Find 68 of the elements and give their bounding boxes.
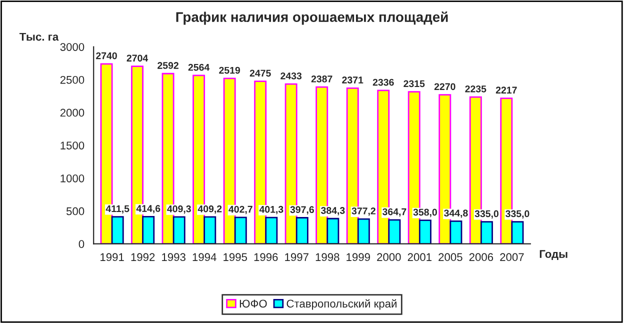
bar [450, 220, 462, 244]
bar [296, 217, 308, 244]
y-tick-label: 2500 [60, 76, 84, 84]
data-label: 397,6 [290, 206, 314, 214]
data-label: 2235 [465, 85, 486, 92]
x-tick-label: 1991 [100, 253, 124, 262]
data-label: 2475 [250, 70, 271, 77]
chart-title: График наличия орошаемых площадей [176, 12, 448, 25]
bar [480, 221, 493, 244]
data-label: 364,7 [382, 208, 406, 217]
x-tick-label: 1997 [285, 253, 308, 262]
data-label: 335,0 [506, 210, 530, 219]
data-label: 2270 [434, 83, 456, 90]
x-tick-label: 1996 [254, 253, 278, 262]
x-tick-label: 1995 [224, 253, 247, 262]
bar [418, 220, 432, 244]
data-label: 344,8 [444, 210, 468, 218]
y-tick-label: 0 [78, 240, 84, 248]
x-tick-label: 2000 [377, 253, 401, 262]
bar [388, 219, 401, 244]
x-tick-label: 1992 [131, 253, 155, 262]
y-axis-title: Тыс. га [19, 32, 59, 41]
bar [204, 216, 216, 244]
data-label: 2371 [342, 76, 364, 84]
bar [111, 216, 124, 244]
x-tick-label: 1999 [346, 253, 370, 262]
bar [234, 216, 247, 244]
y-tick-label: 1500 [60, 142, 84, 150]
data-label: 2740 [96, 52, 117, 60]
data-label: 377,2 [352, 208, 376, 216]
data-label: 2433 [280, 72, 302, 80]
data-label: 2519 [219, 66, 240, 74]
data-label: 2217 [496, 86, 517, 94]
data-label: 335,0 [474, 210, 498, 219]
data-label: 2315 [404, 80, 425, 88]
x-tick-label: 1994 [192, 253, 216, 262]
legend-label: ЮФО [240, 300, 267, 308]
data-label: 414,6 [136, 205, 160, 214]
bar [142, 216, 155, 244]
y-tick-label: 2000 [60, 108, 84, 117]
bar [172, 216, 186, 244]
data-label: 2387 [311, 76, 332, 82]
data-label: 409,2 [198, 205, 222, 214]
x-tick-label: 2005 [438, 253, 462, 262]
x-axis-title: Годы [540, 250, 568, 260]
y-tick-label: 1000 [60, 174, 84, 182]
data-label: 2336 [372, 78, 394, 86]
x-tick-label: 1993 [162, 253, 186, 262]
data-label: 358,0 [413, 208, 437, 218]
bar [326, 218, 340, 244]
data-label: 2592 [158, 62, 178, 69]
y-tick-label: 500 [66, 207, 84, 216]
x-tick-label: 2007 [500, 253, 524, 262]
data-label: 409,3 [167, 205, 191, 214]
data-label: 2704 [126, 54, 148, 62]
x-tick-label: 2006 [469, 253, 494, 262]
data-label: 402,7 [228, 206, 252, 214]
data-label: 411,5 [106, 205, 130, 214]
data-label: 401,3 [259, 206, 284, 214]
x-tick-label: 2001 [408, 253, 432, 262]
data-label: 2564 [188, 64, 210, 71]
bar [511, 221, 524, 244]
bar [265, 216, 278, 244]
y-tick-label: 3000 [60, 43, 84, 51]
data-label: 384,3 [320, 207, 345, 216]
x-tick-label: 1998 [316, 253, 340, 262]
bar [357, 218, 370, 244]
legend-label: Ставропольский край [286, 299, 396, 310]
